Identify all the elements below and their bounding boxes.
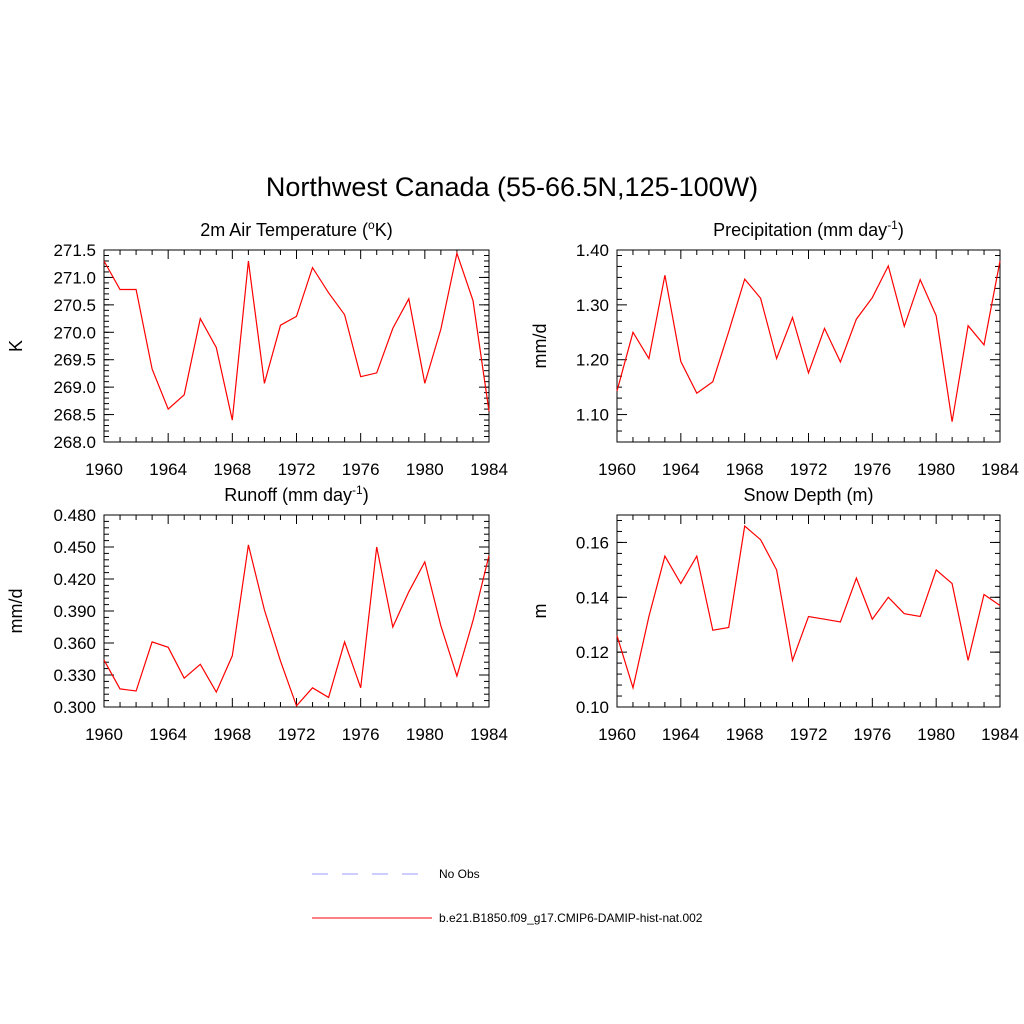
x-tick-label: 1984 [470, 460, 508, 479]
x-tick-label: 1980 [406, 725, 444, 744]
legend-label-no-obs: No Obs [439, 867, 480, 881]
y-tick-label: 1.30 [576, 296, 609, 315]
y-tick-label: 1.10 [576, 406, 609, 425]
y-tick-label: 0.300 [53, 698, 96, 717]
panel-title-text: Snow Depth (m) [743, 485, 873, 505]
y-tick-label: 0.420 [53, 570, 96, 589]
plot-frame [103, 514, 490, 708]
plot-frame [103, 249, 490, 443]
x-tick-label: 1984 [981, 460, 1019, 479]
y-axis-label: m [530, 604, 550, 619]
legend-label-model-run: b.e21.B1850.f09_g17.CMIP6-DAMIP-hist-nat… [439, 911, 703, 925]
y-tick-label: 269.0 [53, 378, 96, 397]
y-axis-label: K [6, 340, 26, 352]
y-axis-label: mm/d [530, 324, 550, 369]
panel-title: Precipitation (mm day-1) [713, 218, 904, 240]
x-tick-label: 1964 [662, 460, 700, 479]
x-tick-label: 1964 [149, 725, 187, 744]
y-tick-label: 0.330 [53, 666, 96, 685]
y-tick-label: 1.40 [576, 241, 609, 260]
y-tick-label: 0.390 [53, 602, 96, 621]
y-tick-label: 1.20 [576, 351, 609, 370]
panel-title: 2m Air Temperature (oK) [200, 218, 392, 240]
x-tick-label: 1976 [342, 460, 380, 479]
x-tick-label: 1972 [790, 725, 828, 744]
y-tick-label: 0.16 [576, 533, 609, 552]
y-tick-label: 0.12 [576, 643, 609, 662]
y-tick-label: 0.360 [53, 634, 96, 653]
y-tick-label: 270.5 [53, 296, 96, 315]
plot-frame [616, 514, 1001, 708]
panels: 1960 1964 1968 1972 1976 1980 1984 268.0 268.5 26… [6, 218, 1019, 744]
panel-runoff: 1960 1964 1968 1972 1976 1980 1984 0.300 0.330 0.… [6, 483, 508, 744]
x-tick-label: 1976 [342, 725, 380, 744]
x-tick-label: 1968 [213, 460, 251, 479]
x-tick-label: 1972 [278, 460, 316, 479]
panel-title: Snow Depth (m) [743, 485, 873, 505]
panel-precipitation: 1960 1964 1968 1972 1976 1980 1984 1.10 1.20 1.30… [530, 218, 1019, 479]
x-tick-label: 1960 [85, 725, 123, 744]
y-tick-label: 0.10 [576, 698, 609, 717]
series-line-air-temperature [103, 251, 490, 421]
panel-air-temperature: 1960 1964 1968 1972 1976 1980 1984 268.0 268.5 26… [6, 218, 508, 479]
x-tick-label: 1980 [917, 725, 955, 744]
series-line-precipitation [616, 260, 1001, 422]
y-tick-label: 271.0 [53, 268, 96, 287]
x-tick-label: 1980 [917, 460, 955, 479]
series-line-runoff [103, 544, 490, 708]
y-tick-label: 271.5 [53, 241, 96, 260]
x-tick-label: 1968 [213, 725, 251, 744]
y-tick-label: 268.0 [53, 433, 96, 452]
x-tick-label: 1976 [853, 725, 891, 744]
x-tick-label: 1972 [790, 460, 828, 479]
panel-title-superscript: o [368, 218, 375, 232]
series-line-snow-depth [616, 524, 1001, 691]
x-tick-label: 1984 [470, 725, 508, 744]
panel-title-tail: ) [363, 485, 369, 505]
x-tick-label: 1964 [149, 460, 187, 479]
x-tick-label: 1984 [981, 725, 1019, 744]
panel-title-text: Precipitation (mm day [713, 220, 887, 240]
panel-title-text: 2m Air Temperature ( [200, 220, 368, 240]
x-tick-label: 1972 [278, 725, 316, 744]
panel-title-tail: ) [898, 220, 904, 240]
panel-title: Runoff (mm day-1) [224, 483, 368, 505]
legend: No Obs b.e21.B1850.f09_g17.CMIP6-DAMIP-h… [312, 867, 703, 925]
x-tick-label: 1968 [726, 725, 764, 744]
panel-title-tail: K) [375, 220, 393, 240]
panel-title-text: Runoff (mm day [224, 485, 352, 505]
y-tick-label: 0.450 [53, 538, 96, 557]
figure-title: Northwest Canada (55-66.5N,125-100W) [266, 172, 758, 202]
y-tick-label: 0.14 [576, 588, 609, 607]
panel-title-superscript: -1 [887, 218, 898, 232]
x-tick-label: 1960 [598, 725, 636, 744]
x-tick-label: 1968 [726, 460, 764, 479]
x-tick-label: 1960 [598, 460, 636, 479]
y-tick-label: 0.480 [53, 506, 96, 525]
x-tick-label: 1960 [85, 460, 123, 479]
panel-title-superscript: -1 [352, 483, 363, 497]
x-tick-label: 1976 [853, 460, 891, 479]
y-tick-label: 268.5 [53, 406, 96, 425]
y-tick-label: 269.5 [53, 351, 96, 370]
x-tick-label: 1964 [662, 725, 700, 744]
y-axis-label: mm/d [6, 589, 26, 634]
plot-frame [616, 249, 1001, 443]
x-tick-label: 1980 [406, 460, 444, 479]
y-tick-label: 270.0 [53, 323, 96, 342]
panel-snow-depth: 1960 1964 1968 1972 1976 1980 1984 0.10 0.12 0.14… [530, 485, 1019, 744]
